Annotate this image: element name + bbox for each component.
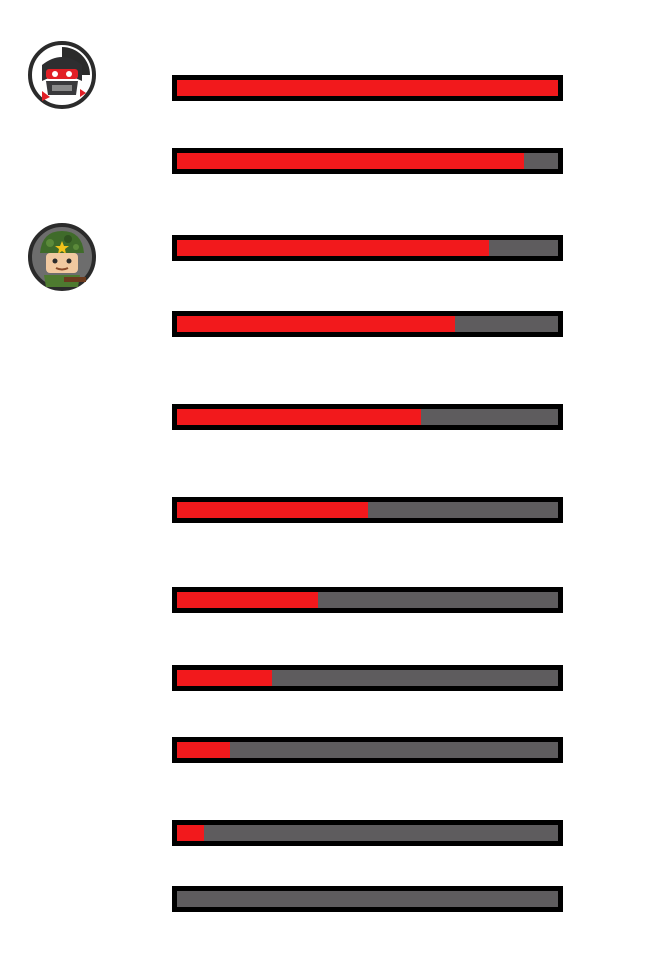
health-bar bbox=[172, 404, 563, 430]
health-bar bbox=[172, 665, 563, 691]
health-bar bbox=[172, 497, 563, 523]
health-bar-track bbox=[177, 825, 558, 841]
health-bar-fill bbox=[177, 80, 558, 96]
health-bar bbox=[172, 235, 563, 261]
health-bar-track bbox=[177, 891, 558, 907]
health-bar bbox=[172, 737, 563, 763]
health-bar bbox=[172, 311, 563, 337]
health-bar-track bbox=[177, 742, 558, 758]
health-bar-track bbox=[177, 240, 558, 256]
health-bar-fill bbox=[177, 502, 368, 518]
health-bar-fill bbox=[177, 153, 524, 169]
health-bar-track bbox=[177, 592, 558, 608]
health-bar bbox=[172, 587, 563, 613]
health-bar-fill bbox=[177, 409, 421, 425]
health-bar-track bbox=[177, 502, 558, 518]
health-bar-fill bbox=[177, 742, 231, 758]
health-bar-fill bbox=[177, 240, 490, 256]
health-bar-track bbox=[177, 670, 558, 686]
health-bar-fill bbox=[177, 670, 273, 686]
ninja-avatar-icon bbox=[28, 41, 96, 109]
health-bar bbox=[172, 75, 563, 101]
health-bar-track bbox=[177, 316, 558, 332]
health-bar-track bbox=[177, 80, 558, 96]
health-bar bbox=[172, 886, 563, 912]
health-bar-fill bbox=[177, 825, 204, 841]
health-bar bbox=[172, 820, 563, 846]
soldier-avatar-icon bbox=[28, 223, 96, 291]
health-bar-track bbox=[177, 153, 558, 169]
health-bar-fill bbox=[177, 316, 456, 332]
health-bar-fill bbox=[177, 592, 318, 608]
health-bar bbox=[172, 148, 563, 174]
health-bar-track bbox=[177, 409, 558, 425]
